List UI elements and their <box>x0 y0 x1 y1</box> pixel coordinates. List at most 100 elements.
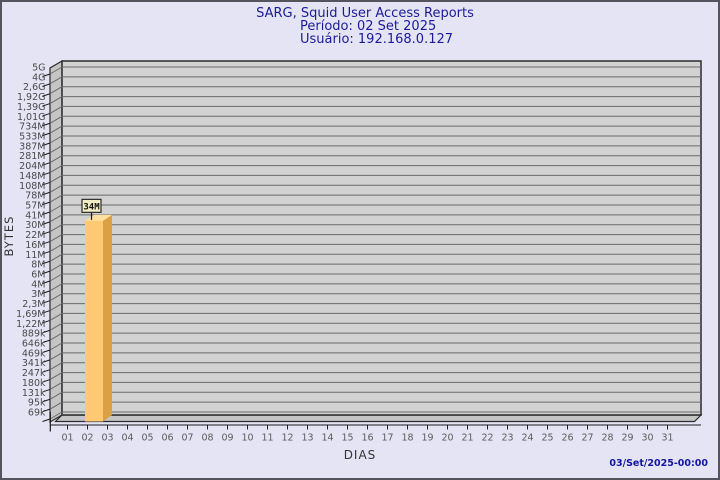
bar-front <box>85 220 103 422</box>
wall-gridline <box>49 273 63 282</box>
bar-value-label-box <box>81 198 102 213</box>
x-tick-label: 29 <box>621 433 633 444</box>
y-tick-label: 2,3M <box>22 299 45 310</box>
wall-gridline <box>49 401 63 410</box>
y-tick-label: 387M <box>19 141 45 152</box>
wall-gridline <box>49 165 63 174</box>
y-tick-label: 57M <box>25 200 45 211</box>
chart-period: Período: 02 Set 2025 <box>300 19 437 34</box>
wall-gridline <box>49 372 63 380</box>
wall-gridline <box>49 332 63 341</box>
y-tick <box>42 369 51 373</box>
y-tick <box>42 379 51 383</box>
x-tick-label: 11 <box>261 433 273 444</box>
y-tick <box>42 260 51 265</box>
y-tick-label: 78M <box>25 191 45 202</box>
wall-gridline <box>49 76 63 85</box>
y-tick <box>42 93 51 97</box>
y-tick <box>42 310 51 314</box>
y-tick <box>42 290 51 294</box>
wall-gridline <box>49 352 63 361</box>
y-tick <box>42 221 51 225</box>
wall-gridline <box>49 411 63 420</box>
x-tick-labels: 01 02 03 04 05 06 07 08 09 10 11 12 13 14 15 16 17 18 19 20… <box>61 425 674 444</box>
x-tick-label: 30 <box>641 433 653 444</box>
wall-gridline <box>49 312 63 321</box>
y-tick-label: 8M <box>31 260 45 271</box>
wall-gridline <box>49 391 63 400</box>
x-tick-label: 06 <box>161 433 173 444</box>
bar-value-label: 34M <box>83 202 100 212</box>
x-tick-label: 12 <box>281 433 293 444</box>
wall-gridline <box>49 194 63 203</box>
y-tick-label: 734M <box>19 122 45 133</box>
wall-gridline <box>49 105 63 114</box>
y-tick <box>42 280 51 284</box>
y-tick <box>42 132 51 137</box>
y-tick-label: 108M <box>19 181 45 192</box>
wall-gridline <box>49 204 63 213</box>
wall-gridline <box>49 234 63 243</box>
y-gridlines <box>42 66 701 422</box>
x-tick-label: 27 <box>581 433 593 444</box>
bar-side <box>103 214 112 422</box>
wall-gridline <box>49 125 63 134</box>
y-tick-label: 2,6G <box>23 82 45 93</box>
generated-timestamp: 03/Set/2025-00:00 <box>609 458 708 469</box>
y-tick-label: 889k <box>22 329 46 340</box>
chart-user: Usuário: 192.168.0.127 <box>300 31 454 47</box>
x-tick-label: 04 <box>121 433 133 444</box>
x-tick-label: 16 <box>361 433 373 444</box>
y-tick-label: 1,39G <box>17 102 46 113</box>
y-tick-label: 247k <box>22 368 46 379</box>
x-tick-label: 05 <box>141 433 153 444</box>
x-tick-label: 18 <box>401 433 413 444</box>
y-tick <box>42 112 51 117</box>
y-tick-label: 1,69M <box>16 309 45 320</box>
y-tick-label: 1,22M <box>16 319 45 330</box>
wall-gridline <box>49 243 63 252</box>
y-tick-labels: 5G4G2,6G1,92G1,39G1,01G734M533M387M281M2… <box>16 63 46 419</box>
y-tick-label: 30M <box>25 220 45 231</box>
x-tick-label: 24 <box>521 433 533 444</box>
wall-gridline <box>49 303 63 311</box>
y-tick <box>42 181 51 186</box>
y-tick-label: 341k <box>22 358 46 369</box>
wall-gridline <box>49 381 63 390</box>
y-tick-label: 4M <box>31 279 45 290</box>
y-tick-label: 646k <box>22 338 46 349</box>
y-tick-label: 131k <box>22 388 46 399</box>
x-axis-title: DIAS <box>343 448 377 462</box>
x-tick-label: 17 <box>381 433 393 444</box>
y-tick-label: 533M <box>19 131 45 142</box>
y-tick <box>42 241 51 245</box>
y-tick-label: 41M <box>25 210 45 221</box>
y-tick <box>42 142 51 146</box>
y-tick-label: 1,92G <box>17 92 46 103</box>
y-tick <box>42 73 51 77</box>
x-tick-label: 15 <box>341 433 353 444</box>
y-tick-label: 5G <box>32 63 45 74</box>
x-tick-label: 14 <box>321 433 333 444</box>
y-tick <box>42 418 51 422</box>
y-tick-label: 69k <box>28 407 46 418</box>
wall-gridline <box>49 362 63 371</box>
x-tick-label: 01 <box>61 433 73 444</box>
x-tick-label: 26 <box>561 433 573 444</box>
y-tick-label: 1,01G <box>17 112 46 123</box>
x-tick-label: 02 <box>81 433 93 444</box>
y-tick-label: 3M <box>31 289 45 300</box>
chart-title: SARG, Squid User Access Reports <box>256 6 474 21</box>
floor <box>54 414 703 423</box>
x-tick-label: 31 <box>661 433 673 444</box>
y-tick <box>42 270 51 275</box>
y-tick <box>42 231 51 235</box>
y-axis-title: BYTES <box>2 215 16 257</box>
y-tick <box>42 329 51 334</box>
bar: 34M <box>81 198 112 422</box>
x-tick-label: 25 <box>541 433 553 444</box>
wall-gridline <box>49 96 63 105</box>
y-tick-label: 6M <box>31 269 45 280</box>
